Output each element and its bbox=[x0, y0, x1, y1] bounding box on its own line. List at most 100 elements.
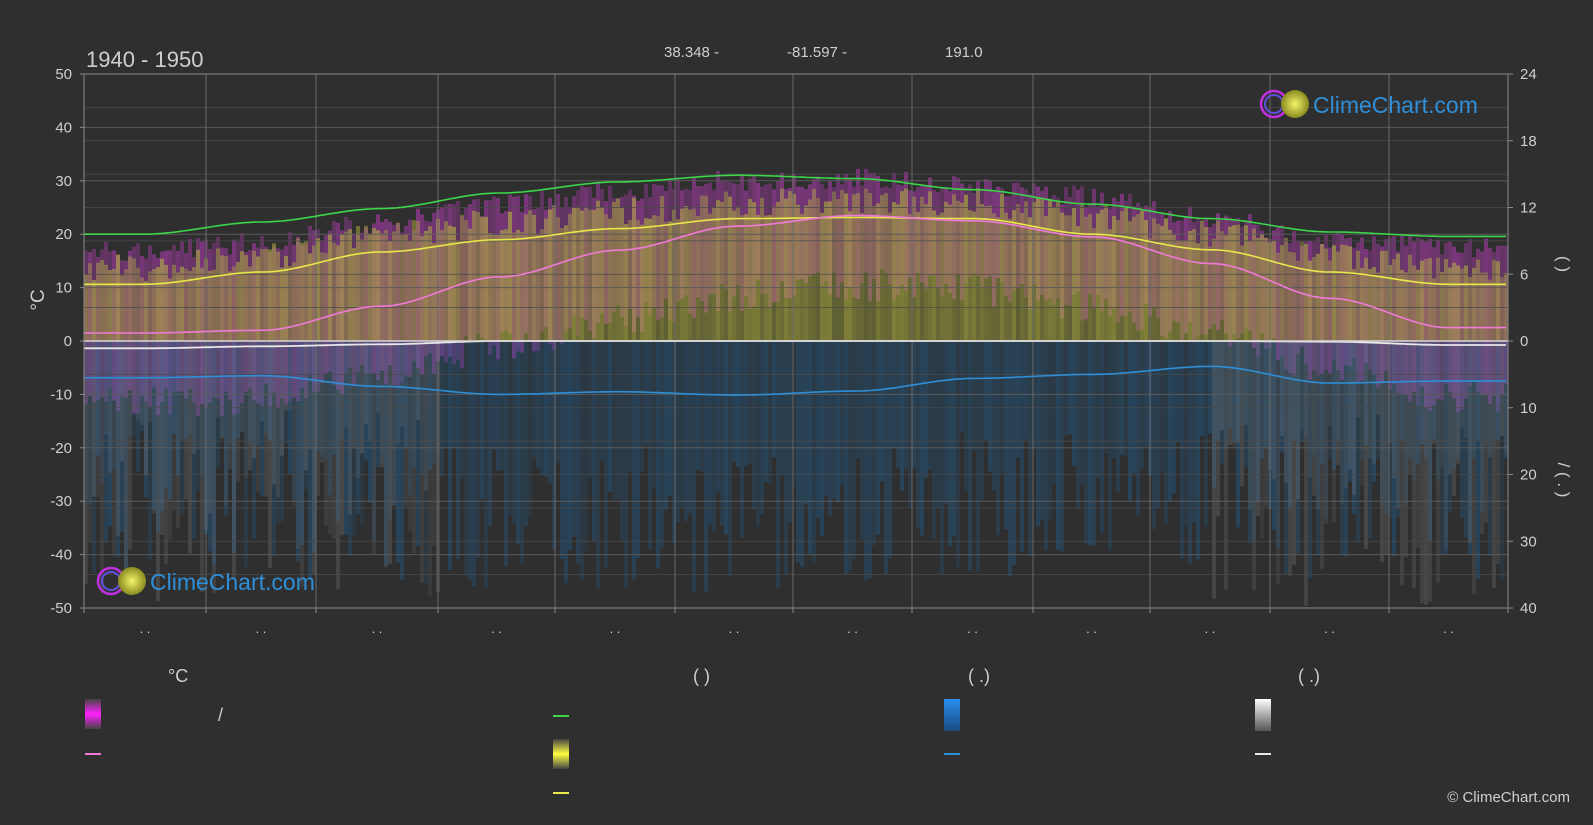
rain-strip bbox=[772, 341, 776, 458]
rain-strip bbox=[428, 341, 432, 471]
rain-strip bbox=[512, 341, 516, 523]
rain-strip bbox=[160, 341, 164, 512]
temp-range-strip bbox=[212, 242, 216, 397]
month-label: . . bbox=[729, 621, 740, 636]
temp-range-strip bbox=[136, 243, 140, 414]
rain-strip bbox=[168, 341, 172, 500]
snow-strip bbox=[120, 341, 124, 462]
rain-strip bbox=[676, 341, 680, 522]
snow-strip bbox=[1480, 341, 1484, 534]
sunshine-strip bbox=[168, 278, 172, 341]
sunshine-strip bbox=[1192, 229, 1196, 341]
rain-strip bbox=[1356, 341, 1360, 543]
rain-strip bbox=[328, 341, 332, 495]
sunshine-strip bbox=[176, 272, 180, 341]
snow-strip bbox=[432, 341, 436, 547]
sunshine-strip bbox=[172, 264, 176, 341]
sunshine-strip bbox=[208, 270, 212, 341]
rain-strip bbox=[844, 341, 848, 575]
rain-strip bbox=[456, 341, 460, 559]
rain-strip bbox=[1272, 341, 1276, 530]
snow-strip bbox=[88, 341, 92, 543]
sunshine-strip bbox=[656, 215, 660, 341]
temp-range-strip bbox=[576, 190, 580, 337]
rain-strip bbox=[400, 341, 404, 581]
sunshine-strip bbox=[1484, 272, 1488, 341]
temp-range-strip bbox=[676, 177, 680, 302]
rain-strip bbox=[968, 341, 972, 571]
sunshine-strip bbox=[384, 229, 388, 341]
rain-strip bbox=[388, 341, 392, 519]
sunshine-strip bbox=[1004, 212, 1008, 341]
temp-range-strip bbox=[232, 239, 236, 415]
sunshine-strip bbox=[772, 206, 776, 341]
rain-strip bbox=[1480, 341, 1484, 514]
rain-strip bbox=[940, 341, 944, 575]
snow-strip bbox=[136, 341, 140, 421]
rain-strip bbox=[708, 341, 712, 525]
temp-range-strip bbox=[112, 250, 116, 401]
left-tick-label: 40 bbox=[55, 119, 72, 136]
rain-strip bbox=[176, 341, 180, 476]
sunshine-strip bbox=[236, 261, 240, 341]
temp-range-strip bbox=[884, 186, 888, 273]
sunshine-strip bbox=[1324, 248, 1328, 341]
sunshine-strip bbox=[412, 220, 416, 341]
snow-strip bbox=[84, 341, 88, 584]
sunshine-strip bbox=[140, 277, 144, 341]
rain-strip bbox=[464, 341, 468, 577]
snow-strip bbox=[1488, 341, 1492, 458]
temp-range-strip bbox=[1460, 252, 1464, 410]
rain-strip bbox=[840, 341, 844, 485]
temp-range-strip bbox=[672, 189, 676, 323]
temp-range-strip bbox=[948, 190, 952, 293]
rain-strip bbox=[352, 341, 356, 537]
snow-strip bbox=[284, 341, 288, 411]
rain-strip bbox=[1380, 341, 1384, 506]
rain-strip bbox=[1128, 341, 1132, 501]
sunshine-strip bbox=[272, 243, 276, 341]
sunshine-strip bbox=[1080, 205, 1084, 341]
month-label: . . bbox=[847, 621, 858, 636]
right-tick-label: 30 bbox=[1520, 533, 1537, 550]
rain-strip bbox=[124, 341, 128, 577]
temp-range-strip bbox=[696, 185, 700, 298]
sunshine-strip bbox=[1288, 251, 1292, 341]
snow-strip bbox=[1452, 341, 1456, 497]
rain-strip bbox=[760, 341, 764, 514]
sunshine-strip bbox=[300, 242, 304, 341]
temp-range-strip bbox=[1120, 193, 1124, 316]
rain-strip bbox=[1180, 341, 1184, 559]
sunshine-strip bbox=[624, 224, 628, 341]
temp-range-strip bbox=[928, 177, 932, 276]
sunshine-strip bbox=[1036, 197, 1040, 341]
rain-strip bbox=[1400, 341, 1404, 440]
sunshine-strip bbox=[1012, 210, 1016, 341]
rain-strip bbox=[332, 341, 336, 455]
rain-strip bbox=[1212, 341, 1216, 489]
snow-strip bbox=[1368, 341, 1372, 459]
snow-strip bbox=[104, 341, 108, 435]
legend-temp-range-swatch bbox=[85, 699, 101, 729]
snow-strip bbox=[1236, 341, 1240, 444]
rain-strip bbox=[692, 341, 696, 593]
sunshine-strip bbox=[304, 240, 308, 341]
rain-strip bbox=[408, 341, 412, 496]
rain-strip bbox=[320, 341, 324, 457]
rain-strip bbox=[300, 341, 304, 546]
sunshine-strip bbox=[876, 203, 880, 341]
snow-strip bbox=[1244, 341, 1248, 425]
sunshine-strip bbox=[1460, 268, 1464, 341]
rain-strip bbox=[960, 341, 964, 433]
snow-strip bbox=[340, 341, 344, 536]
sunshine-strip bbox=[1128, 221, 1132, 341]
rain-strip bbox=[820, 341, 824, 537]
rain-strip bbox=[228, 341, 232, 445]
snow-strip bbox=[92, 341, 96, 497]
temp-range-strip bbox=[512, 196, 516, 359]
sunshine-strip bbox=[1120, 211, 1124, 341]
temp-range-strip bbox=[1220, 219, 1224, 320]
sunshine-strip bbox=[740, 215, 744, 341]
sunshine-strip bbox=[156, 267, 160, 341]
rain-strip bbox=[616, 341, 620, 500]
